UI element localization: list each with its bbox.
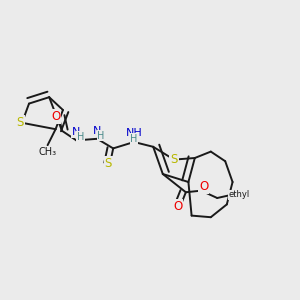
Text: CH₃: CH₃ bbox=[38, 147, 57, 157]
Text: O: O bbox=[51, 110, 60, 123]
Text: H: H bbox=[97, 130, 105, 141]
Text: O: O bbox=[173, 200, 182, 213]
Text: N: N bbox=[93, 126, 101, 136]
Text: ethyl: ethyl bbox=[229, 190, 250, 199]
Text: N: N bbox=[72, 128, 81, 137]
Text: S: S bbox=[105, 157, 112, 169]
Text: S: S bbox=[170, 153, 178, 166]
Text: O: O bbox=[199, 180, 208, 193]
Text: NH: NH bbox=[126, 128, 142, 138]
Text: S: S bbox=[17, 116, 24, 129]
Text: H: H bbox=[76, 132, 84, 142]
Text: H: H bbox=[130, 134, 138, 144]
